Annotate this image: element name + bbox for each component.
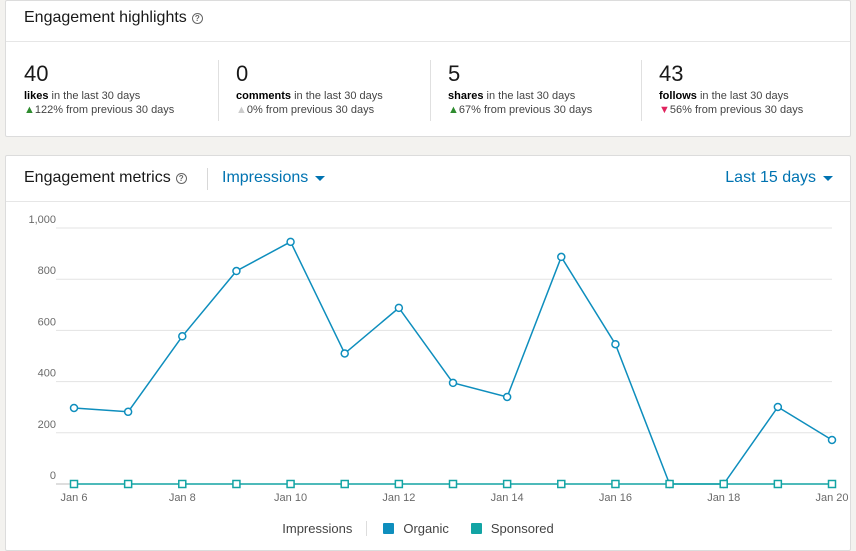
data-point-organic	[69, 403, 79, 413]
data-point-sponsored	[557, 479, 566, 489]
data-point-sponsored	[773, 479, 783, 489]
data-point-organic	[773, 402, 783, 412]
caret-down-icon	[823, 175, 833, 181]
data-point-sponsored	[394, 479, 404, 489]
x-tick-label: Jan 18	[707, 492, 740, 504]
data-point-sponsored	[448, 479, 458, 489]
chart-legend: Impressions Organic Sponsored	[6, 521, 852, 536]
data-point-organic	[502, 392, 512, 402]
data-point-sponsored	[611, 479, 620, 489]
arrow-up-icon: ▲	[24, 104, 35, 116]
question-circle-icon[interactable]: ?	[191, 12, 203, 24]
neutral-arrow-icon: ▲	[236, 104, 247, 116]
stat-change: ▼56% from previous 30 days	[659, 104, 804, 116]
caret-down-icon	[315, 175, 326, 181]
legend-label-organic: Organic	[403, 521, 449, 536]
data-point-sponsored	[178, 479, 187, 489]
date-range-dropdown-label: Last 15 days	[725, 169, 816, 186]
date-range-dropdown[interactable]: Last 15 days	[725, 169, 833, 187]
y-tick-label: 200	[38, 419, 56, 431]
question-circle-icon[interactable]: ?	[175, 172, 187, 184]
metrics-title-text: Engagement metrics	[24, 169, 171, 186]
data-point-sponsored	[502, 479, 512, 489]
stat-label: comments in the last 30 days	[236, 90, 383, 102]
x-tick-label: Jan 10	[274, 492, 307, 504]
x-tick-label: Jan 6	[61, 492, 88, 504]
x-tick-label: Jan 12	[382, 492, 415, 504]
data-point-organic	[394, 303, 404, 313]
arrow-up-icon: ▲	[448, 104, 459, 116]
stat-change: ▲67% from previous 30 days	[448, 104, 593, 116]
header-separator	[207, 168, 208, 190]
x-tick-label: Jan 20	[815, 492, 848, 504]
data-point-organic	[123, 407, 133, 417]
arrow-down-icon: ▼	[659, 104, 670, 116]
x-tick-label: Jan 14	[491, 492, 524, 504]
engagement-highlights-card: Engagement highlights ? 40 likes in the …	[5, 0, 851, 137]
metric-dropdown-label: Impressions	[222, 169, 309, 186]
stat-shares: 5 shares in the last 30 days ▲67% from p…	[448, 60, 648, 122]
data-point-organic	[448, 378, 458, 388]
stat-change: ▲122% from previous 30 days	[24, 104, 175, 116]
data-point-organic	[611, 339, 620, 349]
y-tick-label: 0	[50, 470, 56, 482]
metrics-title: Engagement metrics ?	[24, 169, 187, 187]
engagement-metrics-card: Engagement metrics ? Impressions Last 15…	[5, 155, 851, 551]
data-point-sponsored	[665, 479, 674, 489]
series-line-organic	[73, 240, 833, 485]
divider	[6, 201, 850, 202]
stat-label: follows in the last 30 days	[659, 90, 789, 102]
x-tick-label: Jan 16	[599, 492, 632, 504]
stat-label: likes in the last 30 days	[24, 90, 141, 102]
data-point-organic	[557, 252, 566, 262]
data-point-sponsored	[286, 479, 295, 489]
data-point-sponsored	[69, 479, 79, 489]
stat-label: shares in the last 30 days	[448, 90, 576, 102]
data-point-sponsored	[827, 479, 837, 489]
legend-title: Impressions	[282, 521, 368, 536]
data-point-organic	[178, 332, 187, 341]
stat-value: 5	[448, 61, 461, 86]
data-point-organic	[340, 349, 349, 358]
stat-change: ▲0% from previous 30 days	[236, 104, 375, 116]
stat-separator	[430, 60, 431, 121]
data-point-sponsored	[719, 479, 728, 489]
stat-value: 40	[24, 61, 49, 86]
stat-follows: 43 follows in the last 30 days ▼56% from…	[659, 60, 856, 122]
legend-swatch-organic	[383, 523, 395, 534]
impressions-line-chart: 0 200 400 600 800 1,000 Jan 6 Jan 8 Jan 10 Jan 12…	[28, 214, 848, 504]
data-point-organic	[232, 266, 241, 276]
stat-separator	[641, 60, 642, 121]
data-point-sponsored	[340, 479, 349, 489]
stat-value: 0	[236, 61, 249, 86]
y-tick-label: 800	[38, 265, 56, 277]
data-point-sponsored	[123, 479, 133, 489]
legend-swatch-sponsored	[470, 523, 482, 534]
y-tick-label: 400	[38, 368, 56, 380]
highlights-title: Engagement highlights ?	[24, 9, 203, 27]
legend-item-sponsored[interactable]: Sponsored	[470, 521, 554, 536]
y-tick-label: 600	[38, 316, 56, 328]
legend-item-organic[interactable]: Organic	[383, 521, 449, 536]
stat-separator	[218, 60, 219, 121]
divider	[6, 41, 850, 42]
metric-dropdown[interactable]: Impressions	[222, 169, 326, 187]
legend-label-sponsored: Sponsored	[490, 521, 554, 536]
stat-value: 43	[659, 61, 684, 86]
data-point-sponsored	[232, 479, 241, 489]
stat-likes: 40 likes in the last 30 days ▲122% from …	[24, 60, 224, 122]
y-tick-label: 1,000	[28, 214, 56, 226]
highlights-title-text: Engagement highlights	[24, 9, 187, 26]
x-tick-label: Jan 8	[169, 492, 196, 504]
data-point-organic	[827, 435, 837, 445]
data-point-organic	[286, 237, 295, 247]
stat-comments: 0 comments in the last 30 days ▲0% from …	[236, 60, 436, 122]
